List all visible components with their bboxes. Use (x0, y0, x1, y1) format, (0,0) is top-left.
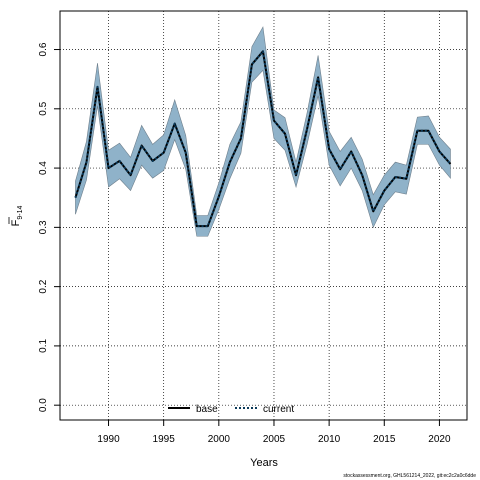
x-tick-label: 2005 (263, 434, 286, 445)
y-tick-label: 0.6 (38, 42, 49, 56)
y-axis: 0.0 0.1 0.2 0.3 0.4 0.5 0.6 (38, 42, 60, 412)
series-line-base (74, 50, 452, 228)
x-tick-label: 2020 (428, 434, 451, 445)
x-tick-label: 2010 (318, 434, 341, 445)
y-tick-label: 0.1 (38, 339, 49, 353)
x-axis-title: Years (250, 457, 278, 469)
x-tick-label: 2015 (373, 434, 396, 445)
y-tick-label: 0.4 (38, 161, 49, 175)
x-axis: 1990 1995 2000 2005 2010 2015 2020 (97, 420, 451, 445)
y-tick-label: 0.2 (38, 279, 49, 293)
footnote: stockassessment.org, GHL561214_2022, git… (343, 473, 476, 479)
y-axis-title-sub: 9-14 (17, 206, 24, 220)
y-tick-label: 0.5 (38, 101, 49, 115)
svg-text:F9-14: F9-14 (10, 206, 24, 227)
y-axis-title: F9-14 (8, 206, 24, 227)
ci-band (75, 26, 451, 237)
plot-frame (59, 10, 468, 421)
y-axis-title-main: F (10, 219, 22, 226)
legend: base current (168, 404, 294, 415)
legend-current-label: current (263, 404, 294, 415)
legend-base-label: base (196, 404, 218, 415)
x-tick-label: 1990 (97, 434, 120, 445)
x-tick-label: 2000 (208, 434, 231, 445)
series-lines (74, 50, 452, 228)
y-tick-label: 0.3 (38, 220, 49, 234)
series-line-current (74, 50, 452, 228)
x-tick-label: 1995 (153, 434, 176, 445)
confidence-band (75, 26, 451, 237)
y-tick-label: 0.0 (38, 398, 49, 412)
